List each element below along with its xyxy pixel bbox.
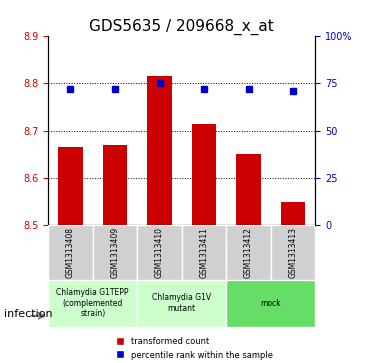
Bar [58,147,83,225]
FancyBboxPatch shape [137,225,182,280]
Bar [281,203,305,225]
Text: mock: mock [260,299,281,307]
Bar [192,124,216,225]
Bar [103,145,127,225]
FancyBboxPatch shape [226,225,271,280]
FancyBboxPatch shape [48,280,137,327]
Text: Chlamydia G1V
mutant: Chlamydia G1V mutant [152,293,211,313]
FancyBboxPatch shape [226,280,315,327]
Text: infection: infection [4,309,52,319]
Text: GSM1313413: GSM1313413 [289,227,298,278]
FancyBboxPatch shape [182,225,226,280]
Bar [236,154,261,225]
Text: GSM1313410: GSM1313410 [155,227,164,278]
FancyBboxPatch shape [93,225,137,280]
FancyBboxPatch shape [48,225,93,280]
Text: GSM1313409: GSM1313409 [111,227,119,278]
FancyBboxPatch shape [137,280,226,327]
Legend: transformed count, percentile rank within the sample: transformed count, percentile rank withi… [113,334,277,363]
Text: GSM1313412: GSM1313412 [244,227,253,278]
FancyBboxPatch shape [271,225,315,280]
Text: GSM1313408: GSM1313408 [66,227,75,278]
Title: GDS5635 / 209668_x_at: GDS5635 / 209668_x_at [89,19,274,35]
Text: Chlamydia G1TEPP
(complemented
strain): Chlamydia G1TEPP (complemented strain) [56,288,129,318]
Bar [147,77,172,225]
Text: GSM1313411: GSM1313411 [200,227,209,278]
